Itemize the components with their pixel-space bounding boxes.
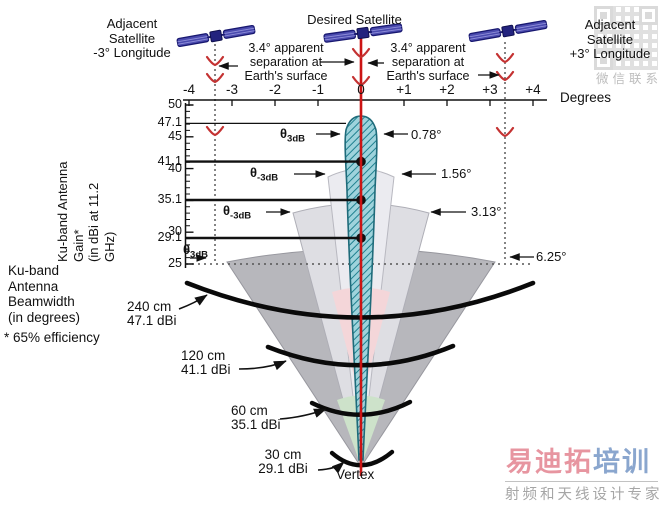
y-tick-45: 45	[168, 129, 182, 143]
leader-arrows	[178, 294, 345, 474]
wechat-contact-watermark: 微信联系	[595, 72, 662, 86]
x-tick-0: 0	[357, 82, 365, 97]
x-tick--2: -2	[268, 82, 281, 97]
efficiency-footnote: * 65% efficiency	[4, 330, 100, 345]
separation-left-label: 3.4° apparent separation at Earth's surf…	[244, 41, 328, 83]
qr-finder-icon	[639, 6, 658, 25]
theta-3db-label-6.25: θ3dB	[183, 242, 208, 261]
x-tick--4: -4	[182, 82, 195, 97]
y-tick-47.1: 47.1	[157, 115, 182, 129]
x-tick-+4: +4	[525, 82, 541, 97]
y-tick-25: 25	[168, 256, 182, 270]
theta-3db-label-0.78: θ3dB	[280, 126, 305, 145]
antenna-label-30cm: 30 cm 29.1 dBi	[258, 447, 308, 476]
degrees-unit-label: Degrees	[560, 90, 612, 105]
y-tick-50: 50	[168, 97, 182, 111]
beamwidth-axis-title: Ku-band Antenna Beamwidth (in degrees)	[8, 263, 81, 325]
theta-3db-label-1.56: θ-3dB	[250, 165, 279, 184]
gain-axis	[184, 103, 194, 268]
y-tick-30: 30	[168, 224, 182, 238]
gain-axis-title: Ku-band Antenna Gain* (in dBi at 11.2 GH…	[55, 161, 117, 262]
desired-satellite-label: Desired Satellite	[307, 12, 402, 27]
gain-level-lines	[186, 122, 366, 243]
qr-finder-icon	[594, 6, 613, 25]
y-tick-41.1: 41.1	[157, 154, 182, 168]
antenna-label-120cm: 120 cm 41.1 dBi	[181, 348, 231, 377]
qr-code-watermark	[594, 6, 658, 70]
brand-divider	[505, 481, 658, 482]
separation-arrows	[218, 58, 500, 79]
beamwidth-value-3.13: 3.13°	[471, 204, 502, 219]
beamwidth-value-6.25: 6.25°	[536, 249, 567, 264]
antenna-label-240cm: 240 cm 47.1 dBi	[127, 299, 177, 328]
adjacent-satellite-right-label: Adjacent Satellite +3° Longitude	[569, 17, 651, 61]
brand-tagline: 射频和天线设计专家	[505, 487, 663, 503]
x-tick-+1: +1	[396, 82, 412, 97]
x-tick--3: -3	[225, 82, 238, 97]
beamwidth-arrows	[190, 130, 534, 262]
y-tick-40: 40	[168, 161, 182, 175]
separation-right-label: 3.4° apparent separation at Earth's surf…	[386, 41, 470, 83]
adjacent-satellite-left-label: Adjacent Satellite -3° Longitude	[93, 16, 171, 60]
x-tick--1: -1	[311, 82, 324, 97]
brand-watermark: 易迪拓培训	[506, 447, 651, 477]
antenna-label-60cm: 60 cm 35.1 dBi	[231, 403, 281, 432]
y-tick-35.1: 35.1	[157, 192, 182, 206]
degree-axis	[183, 99, 547, 106]
vertex-label: Vertex	[336, 467, 375, 482]
theta-3db-label-3.13: θ-3dB	[223, 203, 252, 222]
beamwidth-value-1.56: 1.56°	[441, 166, 472, 181]
x-tick-+3: +3	[482, 82, 498, 97]
adjacent-satellite-right-icon	[467, 18, 549, 44]
y-tick-29.1: 29.1	[157, 230, 182, 244]
x-tick-+2: +2	[439, 82, 455, 97]
qr-finder-icon	[594, 51, 613, 70]
beamwidth-value-0.78: 0.78°	[411, 127, 442, 142]
